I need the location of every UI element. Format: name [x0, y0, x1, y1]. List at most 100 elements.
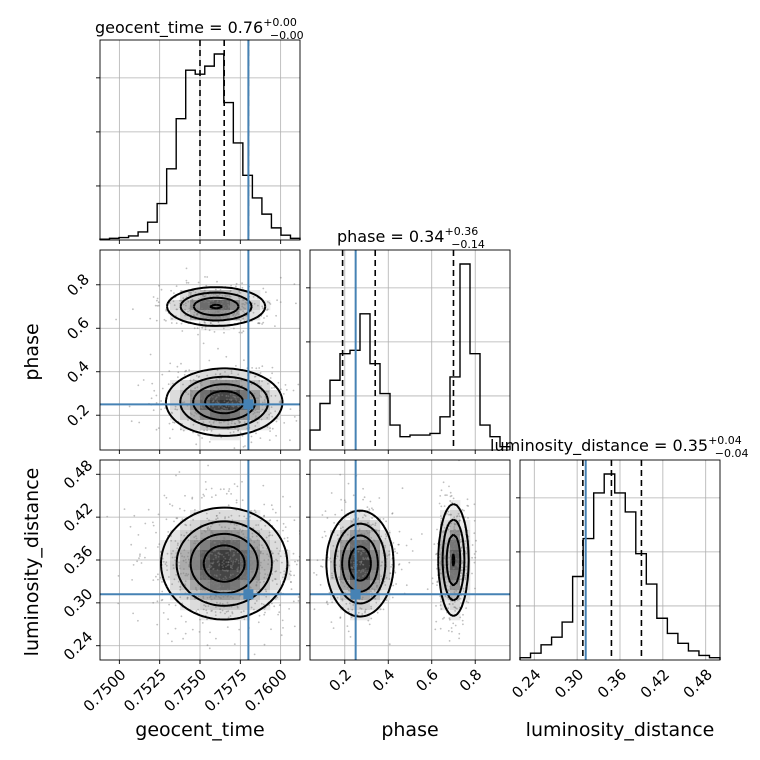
scatter-point-geocent-time-vs-luminosity-distance-0-180	[241, 499, 244, 502]
scatter-point-geocent-time-vs-luminosity-distance-0-469	[185, 620, 187, 623]
scatter-point-phase-vs-luminosity-distance-0-64	[385, 558, 388, 560]
scatter-point-geocent-time-vs-luminosity-distance-0-573	[221, 569, 224, 571]
scatter-point-geocent-time-vs-luminosity-distance-0-88	[239, 578, 241, 581]
scatter-point-phase-vs-luminosity-distance-0-439	[378, 581, 381, 584]
title-luminosity-distance-err-minus: −0.04	[715, 447, 749, 460]
x-tick-label-phase-2: 0.6	[412, 666, 442, 696]
scatter-point-phase-vs-luminosity-distance-0-93	[383, 580, 386, 583]
scatter-point-phase-vs-luminosity-distance-0-183	[365, 590, 368, 593]
scatter-point-geocent-time-vs-luminosity-distance-0-597	[140, 562, 143, 564]
scatter-point-geocent-time-vs-luminosity-distance-0-237	[294, 560, 296, 563]
scatter-point-geocent-time-vs-phase-1-45	[221, 406, 224, 408]
scatter-point-geocent-time-vs-phase-1-342	[213, 414, 216, 416]
scatter-point-phase-vs-luminosity-distance-0-271	[375, 601, 378, 604]
density-cell-geocent-time-vs-phase-15-16	[250, 410, 261, 421]
scatter-point-geocent-time-vs-phase-0-251	[172, 300, 175, 303]
scatter-point-phase-vs-luminosity-distance-0-184	[369, 579, 371, 582]
scatter-point-phase-vs-luminosity-distance-0-241	[360, 607, 363, 610]
scatter-point-geocent-time-vs-luminosity-distance-0-877	[165, 496, 168, 499]
scatter-point-geocent-time-vs-phase-0-60	[235, 314, 237, 316]
scatter-point-geocent-time-vs-luminosity-distance-0-468	[256, 539, 259, 541]
scatter-point-geocent-time-vs-phase-1-386	[169, 437, 171, 440]
scatter-point-geocent-time-vs-luminosity-distance-0-411	[203, 604, 206, 606]
scatter-point-geocent-time-vs-luminosity-distance-0-287	[210, 562, 212, 564]
density-cell-geocent-time-vs-luminosity-distance-16-11	[260, 570, 271, 581]
scatter-point-phase-vs-luminosity-distance-0-440	[374, 522, 377, 525]
scatter-point-phase-vs-luminosity-distance-0-111	[376, 586, 378, 588]
scatter-point-phase-vs-luminosity-distance-0-263	[394, 550, 396, 553]
density-cell-geocent-time-vs-phase-12-12	[220, 370, 231, 381]
scatter-point-phase-vs-luminosity-distance-0-165	[389, 572, 391, 575]
scatter-point-geocent-time-vs-luminosity-distance-0-808	[239, 540, 242, 543]
scatter-point-geocent-time-vs-luminosity-distance-0-789	[161, 581, 163, 583]
scatter-point-geocent-time-vs-phase-0-363	[188, 294, 190, 296]
scatter-point-geocent-time-vs-luminosity-distance-0-342	[221, 561, 224, 564]
scatter-point-geocent-time-vs-phase-1-460	[230, 372, 233, 375]
scatter-point-geocent-time-vs-luminosity-distance-0-384	[212, 583, 215, 586]
scatter-point-geocent-time-vs-phase-1-182	[210, 429, 213, 432]
scatter-point-geocent-time-vs-phase-0-242	[239, 292, 242, 294]
scatter-point-phase-vs-luminosity-distance-0-274	[350, 566, 353, 569]
scatter-point-phase-vs-luminosity-distance-1-273	[452, 530, 455, 533]
scatter-point-geocent-time-vs-phase-0-237	[274, 325, 276, 327]
scatter-point-geocent-time-vs-luminosity-distance-0-360	[182, 637, 185, 640]
scatter-point-phase-vs-luminosity-distance-1-268	[459, 534, 461, 536]
scatter-point-phase-vs-luminosity-distance-0-444	[332, 545, 335, 547]
scatter-point-geocent-time-vs-luminosity-distance-0-458	[180, 534, 183, 536]
scatter-point-phase-vs-luminosity-distance-1-176	[475, 550, 477, 553]
scatter-point-geocent-time-vs-luminosity-distance-0-613	[262, 603, 265, 606]
scatter-point-phase-vs-luminosity-distance-0-287	[376, 611, 379, 614]
scatter-point-phase-vs-luminosity-distance-0-368	[361, 581, 364, 583]
scatter-point-phase-vs-luminosity-distance-1-259	[447, 529, 449, 531]
scatter-point-phase-vs-luminosity-distance-1-50	[462, 587, 465, 590]
scatter-point-geocent-time-vs-luminosity-distance-0-699	[165, 518, 168, 521]
scatter-point-phase-vs-luminosity-distance-0-82	[352, 604, 355, 606]
scatter-point-geocent-time-vs-luminosity-distance-0-201	[206, 577, 208, 579]
scatter-point-geocent-time-vs-luminosity-distance-0-870	[225, 546, 228, 548]
scatter-point-phase-vs-luminosity-distance-0-425	[363, 588, 366, 590]
scatter-point-phase-vs-luminosity-distance-1-163	[444, 564, 446, 566]
scatter-point-geocent-time-vs-luminosity-distance-0-630	[222, 536, 225, 539]
scatter-point-geocent-time-vs-luminosity-distance-0-620	[322, 530, 324, 532]
scatter-point-phase-vs-luminosity-distance-1-10	[465, 600, 468, 603]
scatter-point-geocent-time-vs-luminosity-distance-0-154	[175, 474, 177, 477]
scatter-point-geocent-time-vs-phase-0-365	[189, 317, 192, 319]
scatter-point-phase-vs-luminosity-distance-0-259	[358, 569, 360, 572]
scatter-point-geocent-time-vs-luminosity-distance-0-141	[196, 561, 199, 563]
scatter-point-phase-vs-luminosity-distance-1-194	[438, 502, 441, 505]
scatter-point-geocent-time-vs-phase-0-274	[187, 310, 189, 313]
scatter-point-phase-vs-luminosity-distance-1-402	[439, 561, 442, 563]
scatter-point-geocent-time-vs-phase-1-396	[219, 372, 222, 375]
scatter-point-geocent-time-vs-luminosity-distance-0-90	[230, 541, 233, 543]
scatter-point-geocent-time-vs-luminosity-distance-0-539	[288, 608, 290, 610]
scatter-point-geocent-time-vs-phase-0-263	[170, 322, 173, 324]
scatter-point-geocent-time-vs-luminosity-distance-0-329	[208, 565, 211, 567]
scatter-point-geocent-time-vs-phase-0-54	[221, 294, 224, 297]
scatter-point-geocent-time-vs-phase-0-279	[165, 319, 167, 322]
density-cell-geocent-time-vs-phase-15-6	[250, 310, 261, 321]
scatter-point-geocent-time-vs-phase-0-353	[237, 310, 240, 312]
density-cell-phase-vs-luminosity-distance-5-8	[360, 540, 371, 551]
density-cell-geocent-time-vs-luminosity-distance-12-7	[220, 530, 231, 541]
scatter-point-phase-vs-luminosity-distance-1-403	[457, 512, 460, 515]
scatter-point-phase-vs-luminosity-distance-0-49	[342, 582, 344, 584]
scatter-point-geocent-time-vs-luminosity-distance-0-361	[219, 602, 222, 605]
scatter-point-geocent-time-vs-phase-1-480	[238, 400, 241, 403]
scatter-point-geocent-time-vs-phase-1-153	[216, 369, 219, 372]
scatter-point-geocent-time-vs-luminosity-distance-0-61	[228, 576, 231, 578]
scatter-point-phase-vs-luminosity-distance-0-332	[324, 535, 327, 537]
scatter-point-phase-vs-luminosity-distance-0-245	[371, 555, 374, 558]
scatter-point-geocent-time-vs-luminosity-distance-0-499	[180, 615, 183, 618]
density-cell-geocent-time-vs-luminosity-distance-16-7	[260, 530, 271, 541]
density-cell-phase-vs-luminosity-distance-14-11	[450, 570, 461, 581]
scatter-point-geocent-time-vs-luminosity-distance-0-650	[201, 537, 203, 540]
scatter-point-geocent-time-vs-luminosity-distance-0-792	[166, 552, 169, 555]
scatter-point-phase-vs-luminosity-distance-0-124	[368, 549, 370, 552]
scatter-point-phase-vs-luminosity-distance-0-161	[392, 584, 395, 587]
scatter-point-phase-vs-luminosity-distance-0-276	[405, 544, 408, 547]
scatter-point-geocent-time-vs-luminosity-distance-0-645	[155, 531, 157, 534]
scatter-point-geocent-time-vs-phase-0-319	[175, 285, 178, 287]
density-cell-phase-vs-luminosity-distance-6-14	[370, 600, 381, 611]
scatter-point-geocent-time-vs-luminosity-distance-0-558	[197, 554, 200, 557]
scatter-point-geocent-time-vs-luminosity-distance-0-818	[196, 540, 199, 542]
